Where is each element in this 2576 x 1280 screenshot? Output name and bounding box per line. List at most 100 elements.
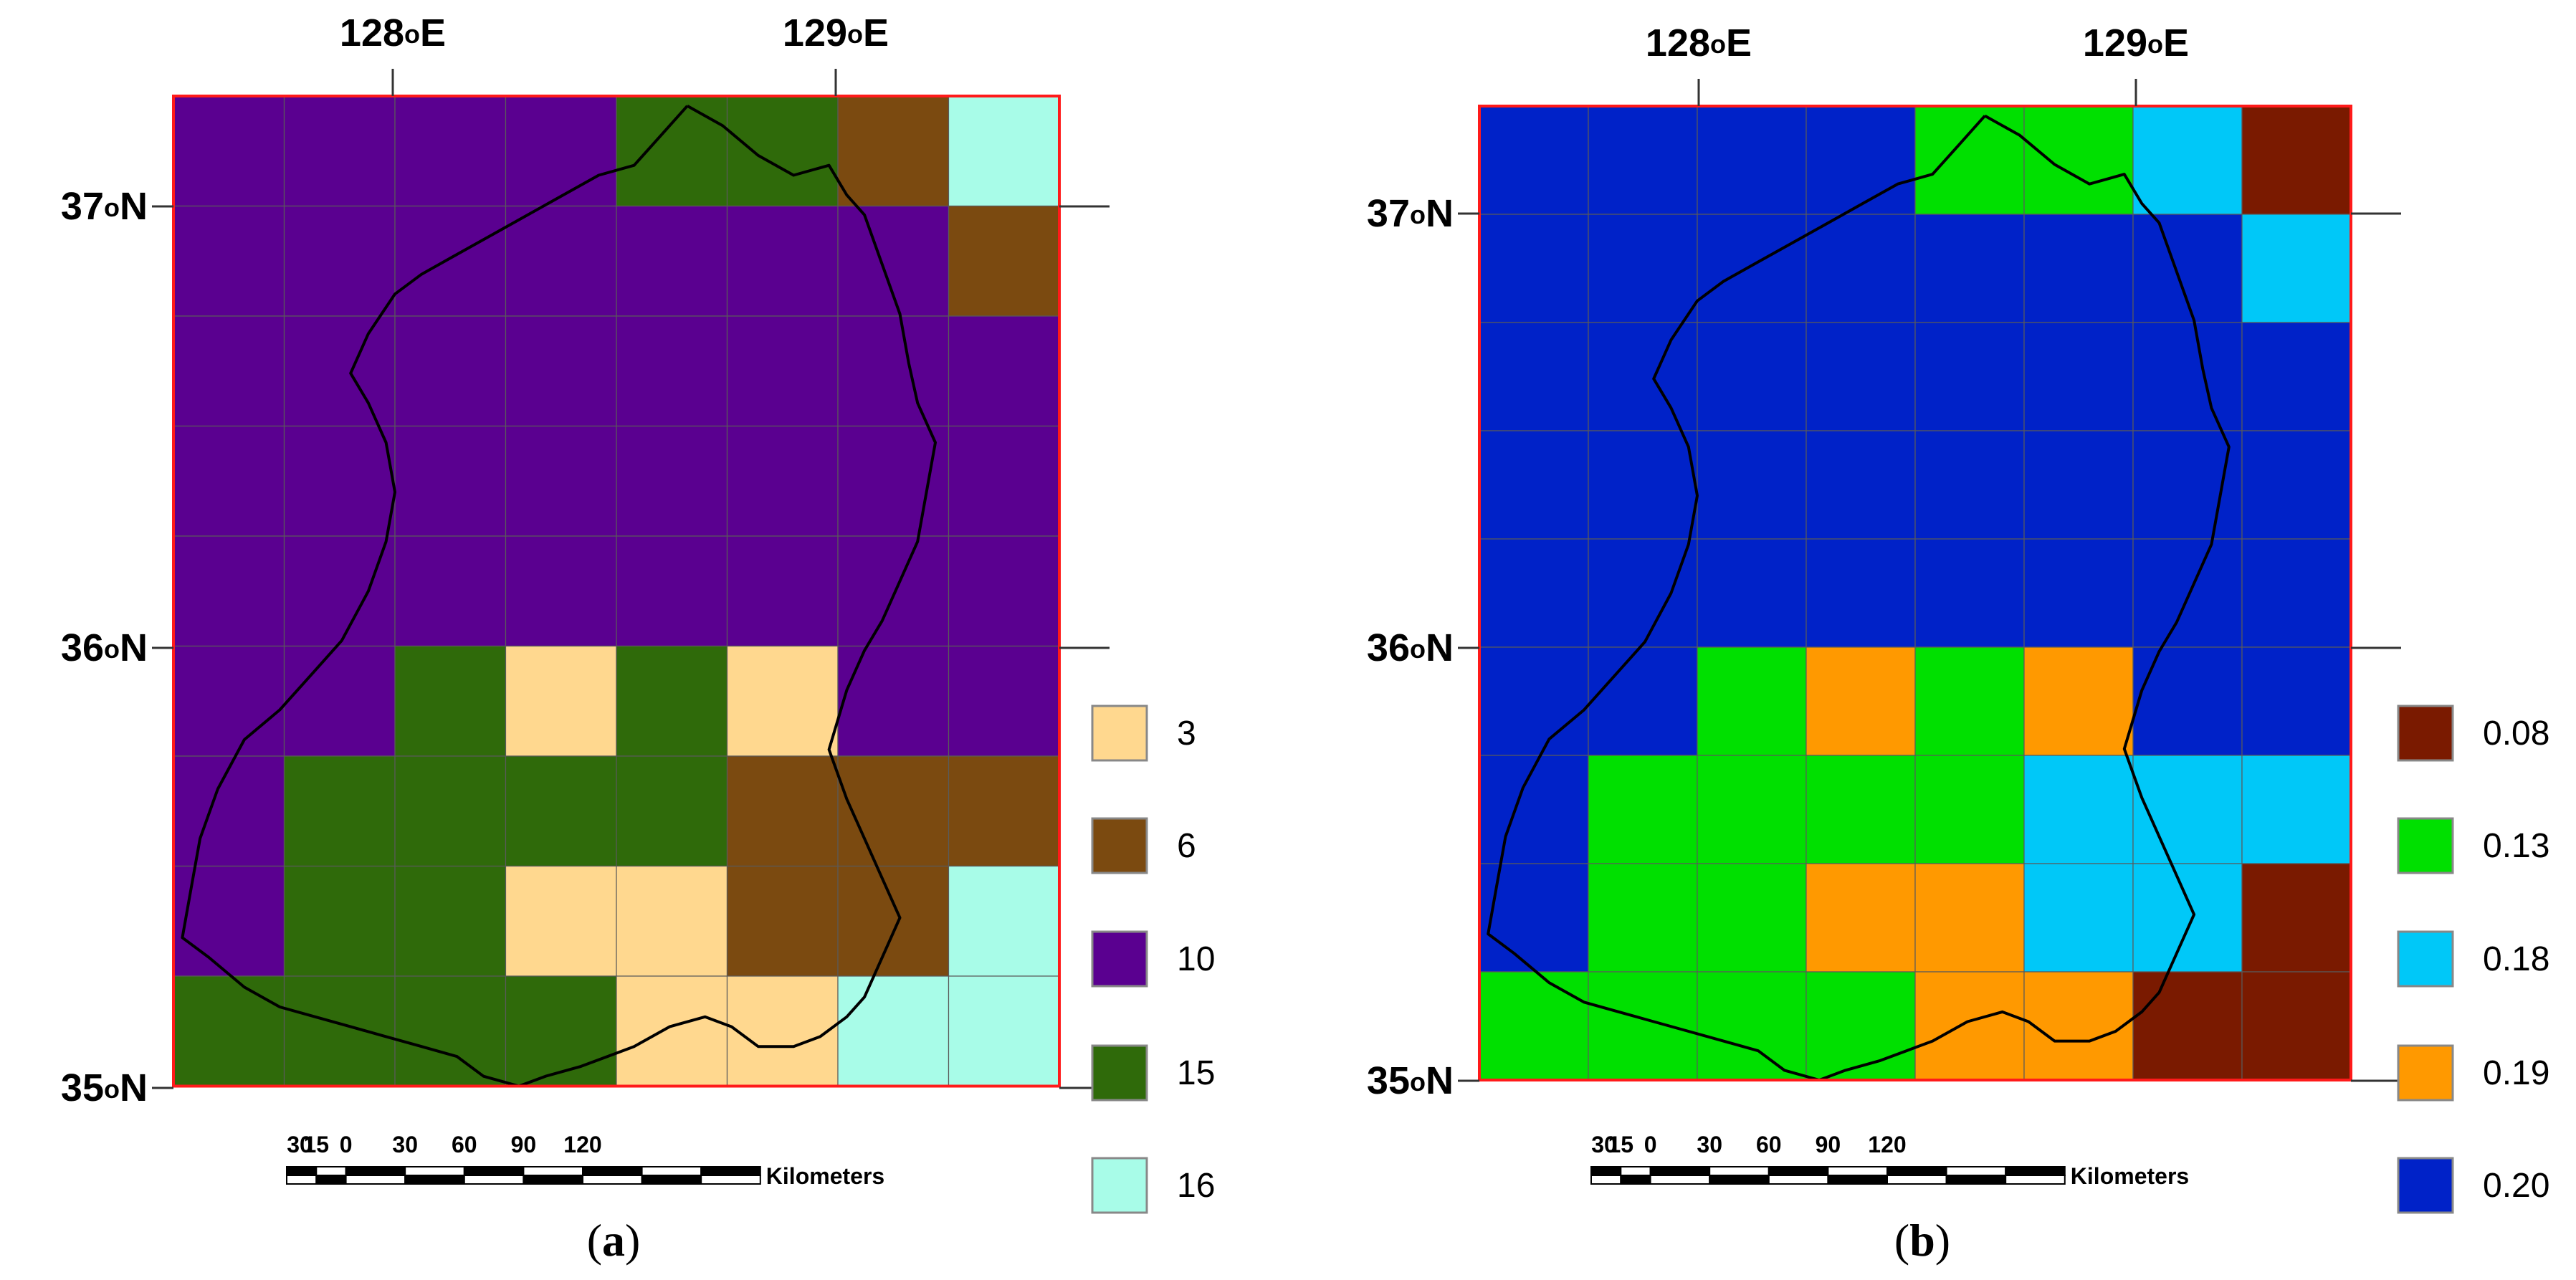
grid-cell (948, 535, 1060, 647)
grid-cell (283, 755, 396, 867)
scale-segment-top (463, 1166, 525, 1176)
grid-cell (1697, 971, 1807, 1081)
basin-boundary (181, 105, 937, 1088)
grid-cell (837, 535, 950, 647)
grid-cell (726, 425, 839, 537)
legend-label: 0.20 (2483, 1167, 2549, 1205)
grid-cell (505, 535, 617, 647)
grid-cell (948, 755, 1060, 867)
grid-cell (726, 535, 839, 647)
scale-segment-bottom (1620, 1175, 1651, 1185)
grid-cell (948, 645, 1060, 757)
scale-tick-label: 0 (340, 1132, 353, 1157)
grid-cell (1914, 971, 2025, 1081)
grid-cell (1914, 755, 2025, 864)
grid-cell (948, 425, 1060, 537)
grid-cell (616, 535, 728, 647)
scale-segment-bottom (1649, 1175, 1711, 1185)
grid-cell (505, 975, 617, 1087)
grid-cell (1914, 105, 2025, 215)
grid-cell (283, 95, 396, 207)
scale-segment-bottom (1590, 1175, 1622, 1185)
grid-cell (2023, 322, 2134, 431)
scale-tick-label: 15 (1608, 1132, 1634, 1157)
grid-cell (394, 645, 507, 757)
legend-label: 3 (1177, 715, 1196, 753)
grid-cell (616, 645, 728, 757)
grid-cell (1805, 755, 1916, 864)
legend-swatch (1091, 930, 1148, 988)
grid-cell (837, 645, 950, 757)
grid-cell (1697, 430, 1807, 540)
grid-cell (1805, 214, 1916, 323)
grid-cell (1479, 322, 1589, 431)
grid-cell (2241, 214, 2352, 323)
grid-cell (1479, 755, 1589, 864)
grid-cell (173, 535, 285, 647)
grid-cell (173, 865, 285, 977)
panel-caption: (b) (1894, 1215, 1950, 1266)
scale-tick-label: 120 (563, 1132, 601, 1157)
grid-cell (2023, 863, 2134, 973)
grid-cell (283, 645, 396, 757)
grid-cell (2132, 322, 2243, 431)
scale-tick-label: 30 (392, 1132, 418, 1157)
grid-cell (2241, 430, 2352, 540)
scale-tick-label: 30 (287, 1132, 313, 1157)
legend-swatch (1091, 705, 1148, 762)
grid-cell (726, 755, 839, 867)
scale-tick-label: 60 (1756, 1132, 1782, 1157)
grid-cell (2023, 646, 2134, 756)
grid-cell (1697, 863, 1807, 973)
lat-label: 35oN (1367, 1059, 1454, 1102)
grid-cell (1914, 646, 2025, 756)
grid-cell (726, 95, 839, 207)
scale-segment-bottom (523, 1175, 584, 1185)
grid-cell (1588, 538, 1698, 648)
grid-cell (2132, 971, 2243, 1081)
scale-segment-top (1649, 1166, 1711, 1176)
scale-segment-top (404, 1166, 465, 1176)
scale-segment-top (523, 1166, 584, 1176)
grid-cell (394, 755, 507, 867)
scale-segment-bottom (641, 1175, 702, 1185)
grid-cell (1479, 646, 1589, 756)
grid-cell (173, 755, 285, 867)
grid-cell (2132, 430, 2243, 540)
scale-tick-label: 90 (1816, 1132, 1841, 1157)
grid-cell (394, 865, 507, 977)
grid-cell (837, 425, 950, 537)
scale-segment-top (286, 1166, 318, 1176)
grid-cell (726, 975, 839, 1087)
grid-cell (1479, 105, 1589, 215)
scale-segment-top (641, 1166, 702, 1176)
grid-cell (1914, 430, 2025, 540)
legend-label: 0.18 (2483, 940, 2549, 978)
scale-segment-bottom (1768, 1175, 1829, 1185)
grid-cell (726, 205, 839, 317)
grid-cell (1588, 755, 1698, 864)
grid-cells (173, 95, 1060, 1087)
grid-cell (1588, 322, 1698, 431)
grid-cell (1805, 105, 1916, 215)
scale-segment-top (582, 1166, 643, 1176)
scale-tick-label: 90 (511, 1132, 537, 1157)
grid-cell (2023, 105, 2134, 215)
scale-tick-label: 120 (1868, 1132, 1906, 1157)
map-frame (172, 95, 1061, 1088)
grid-cell (837, 865, 950, 977)
grid-cell (616, 865, 728, 977)
grid-cell (505, 205, 617, 317)
map-panel-b: 128oE 129oE37oN36oN35oN0.080.130.180.190.… (1367, 22, 2550, 1266)
grid-cell (1697, 214, 1807, 323)
scale-segment-top (345, 1166, 406, 1176)
grid-cell (1588, 214, 1698, 323)
grid-cell (2241, 755, 2352, 864)
grid-cell (505, 425, 617, 537)
grid-cell (1588, 430, 1698, 540)
grid-cell (2023, 538, 2134, 648)
grid-cell (837, 975, 950, 1087)
scale-segment-bottom (1827, 1175, 1888, 1185)
grid-cell (2023, 755, 2134, 864)
